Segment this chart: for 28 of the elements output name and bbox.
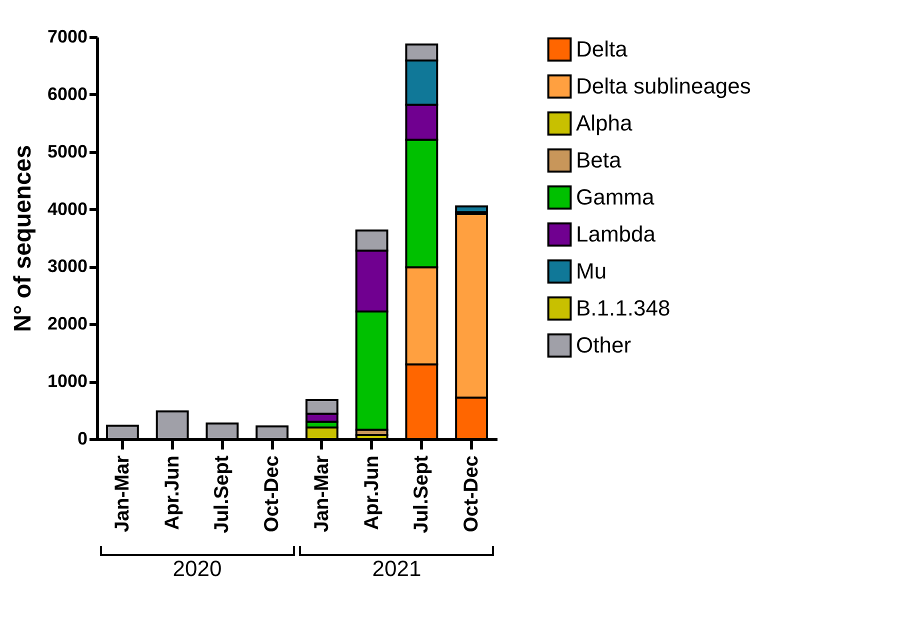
x-tick-label: Jul.Sept [410, 455, 433, 534]
x-tick-label: Oct-Dec [261, 456, 284, 532]
y-tick-label: 7000 [47, 26, 88, 46]
legend-label: Lambda [576, 222, 656, 246]
text: 2021 [371, 556, 422, 582]
legend-label: Mu [576, 258, 607, 284]
y-tick-label: 1000 [47, 371, 88, 392]
y-tick-label: 5000 [47, 141, 88, 162]
text: 2020 [172, 556, 223, 582]
x-tick-label: Oct-Dec [460, 456, 483, 532]
legend-label: Delta [576, 36, 628, 62]
x-tick-label: Apr.Jun [161, 456, 184, 530]
x-tick-label: Apr.Jun [360, 456, 383, 530]
legend-label: Other [576, 332, 632, 358]
x-tick-label: Jan-Mar [111, 455, 134, 532]
legend-label: Gamma [576, 184, 655, 210]
legend-label: Alpha [576, 110, 634, 136]
legend-label: Delta sublineages [576, 74, 751, 98]
y-tick-label: 0 [77, 428, 88, 448]
y-tick-label: 3000 [47, 256, 88, 276]
y-axis-title: N° of sequences [9, 145, 36, 332]
y-tick-label: 4000 [47, 198, 88, 219]
legend-label: Beta [576, 148, 622, 172]
x-tick-label: Jan-Mar [310, 455, 333, 532]
x-tick-label: Jul.Sept [211, 455, 234, 534]
legend-label: B.1.1.348 [576, 296, 670, 320]
y-tick-label: 6000 [47, 84, 88, 104]
y-tick-label: 2000 [47, 314, 88, 334]
